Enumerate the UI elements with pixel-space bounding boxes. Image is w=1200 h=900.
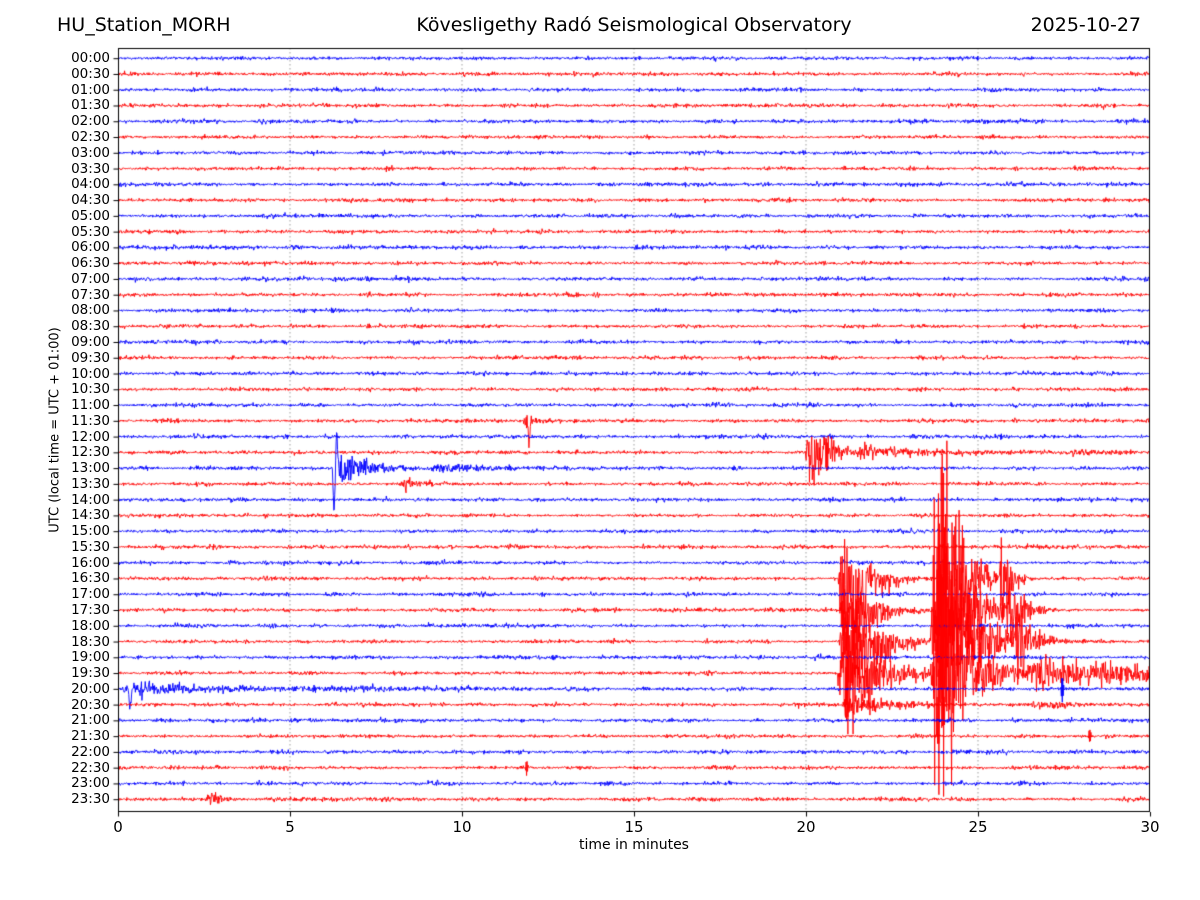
y-tick-label: 06:00 bbox=[71, 239, 110, 256]
y-tick-label: 05:00 bbox=[71, 207, 110, 224]
y-tick-label: 00:30 bbox=[71, 65, 110, 82]
x-axis-label: time in minutes bbox=[579, 837, 689, 853]
y-tick-label: 22:00 bbox=[71, 743, 110, 760]
x-tick-label: 15 bbox=[624, 818, 644, 836]
y-tick-label: 07:30 bbox=[71, 286, 110, 303]
y-tick-label: 14:00 bbox=[71, 491, 110, 508]
x-tick-label: 5 bbox=[285, 818, 295, 836]
y-tick-label: 02:30 bbox=[71, 129, 110, 146]
x-tick-label: 30 bbox=[1140, 818, 1160, 836]
y-tick-label: 19:00 bbox=[71, 649, 110, 666]
y-tick-label: 04:00 bbox=[71, 176, 110, 193]
y-tick-label: 22:30 bbox=[71, 759, 110, 776]
x-tick-label: 0 bbox=[113, 818, 123, 836]
y-tick-label: 12:30 bbox=[71, 444, 110, 461]
y-tick-label: 08:00 bbox=[71, 302, 110, 319]
y-tick-label: 01:30 bbox=[71, 97, 110, 114]
y-tick-label: 09:30 bbox=[71, 349, 110, 366]
y-tick-label: 18:00 bbox=[71, 617, 110, 634]
y-tick-label: 23:00 bbox=[71, 775, 110, 792]
y-tick-label: 10:30 bbox=[71, 381, 110, 398]
x-tick-label: 20 bbox=[796, 818, 816, 836]
y-tick-label: 08:30 bbox=[71, 318, 110, 335]
y-tick-label: 07:00 bbox=[71, 270, 110, 287]
y-tick-label: 14:30 bbox=[71, 507, 110, 524]
y-axis-label: UTC (local time = UTC + 01:00) bbox=[47, 327, 63, 533]
y-tick-label: 06:30 bbox=[71, 255, 110, 272]
y-tick-label: 09:00 bbox=[71, 333, 110, 350]
y-tick-label: 04:30 bbox=[71, 192, 110, 209]
y-tick-label: 02:00 bbox=[71, 113, 110, 130]
y-tick-label: 13:00 bbox=[71, 460, 110, 477]
y-tick-label: 13:30 bbox=[71, 475, 110, 492]
y-tick-label: 17:00 bbox=[71, 586, 110, 603]
observatory-title: Kövesligethy Radó Seismological Observat… bbox=[416, 14, 852, 36]
y-tick-label: 19:30 bbox=[71, 665, 110, 682]
y-tick-label: 01:00 bbox=[71, 81, 110, 98]
y-tick-label: 10:00 bbox=[71, 365, 110, 382]
y-tick-label: 05:30 bbox=[71, 223, 110, 240]
y-tick-label: 20:30 bbox=[71, 696, 110, 713]
y-tick-label: 21:00 bbox=[71, 712, 110, 729]
y-tick-label: 12:00 bbox=[71, 428, 110, 445]
y-tick-label: 23:30 bbox=[71, 791, 110, 808]
y-tick-label: 18:30 bbox=[71, 633, 110, 650]
y-tick-label: 15:00 bbox=[71, 523, 110, 540]
y-tick-label: 03:00 bbox=[71, 144, 110, 161]
station-name: HU_Station_MORH bbox=[57, 14, 231, 36]
y-tick-label: 15:30 bbox=[71, 538, 110, 555]
y-tick-label: 16:00 bbox=[71, 554, 110, 571]
y-tick-label: 17:30 bbox=[71, 602, 110, 618]
y-tick-label: 20:00 bbox=[71, 680, 110, 697]
y-tick-label: 00:00 bbox=[71, 50, 110, 67]
x-tick-label: 10 bbox=[452, 818, 472, 836]
y-tick-label: 03:30 bbox=[71, 160, 110, 177]
y-tick-label: 11:00 bbox=[71, 397, 110, 414]
y-tick-label: 11:30 bbox=[71, 412, 110, 429]
y-tick-label: 16:30 bbox=[71, 570, 110, 587]
y-tick-label: 21:30 bbox=[71, 728, 110, 745]
record-date: 2025-10-27 bbox=[1030, 14, 1141, 36]
x-tick-label: 25 bbox=[968, 818, 988, 836]
